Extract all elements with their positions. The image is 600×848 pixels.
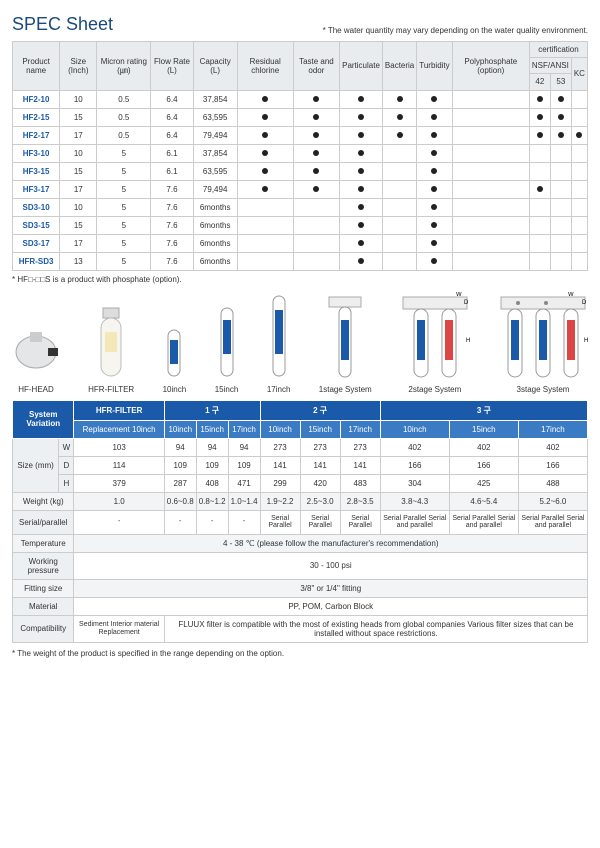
svg-text:D: D <box>582 300 587 306</box>
sys-h3: 2 구 <box>260 400 380 420</box>
col-taste: Taste and odor <box>293 42 339 91</box>
col-capacity: Capacity (L) <box>193 42 237 91</box>
svg-text:W: W <box>568 292 574 298</box>
product-name: HF2-10 <box>13 90 60 108</box>
weight-note: * The weight of the product is specified… <box>12 649 588 658</box>
product-name: SD3-10 <box>13 198 60 216</box>
col-53: 53 <box>550 74 571 90</box>
product-name: HF3-17 <box>13 180 60 198</box>
row-comp: Compatibility <box>13 615 74 642</box>
system-table: System Variation HFR-FILTER 1 구 2 구 3 구 … <box>12 400 588 643</box>
col-poly: Polyphosphate (option) <box>452 42 529 91</box>
row-weight: Weight (kg) <box>13 492 74 510</box>
col-cert: certification <box>529 42 587 58</box>
col-chlorine: Residual chlorine <box>237 42 293 91</box>
row-fit: Fitting size <box>13 579 74 597</box>
plabel: 2stage System <box>408 385 461 394</box>
row-mat: Material <box>13 597 74 615</box>
col-42: 42 <box>529 74 550 90</box>
svg-text:D: D <box>464 300 469 306</box>
plabel: 1stage System <box>319 385 372 394</box>
plabel: 3stage System <box>517 385 570 394</box>
page-title: SPEC Sheet <box>12 14 113 35</box>
row-size: Size (mm) <box>13 438 59 492</box>
col-bacteria: Bacteria <box>382 42 416 91</box>
col-product: Product name <box>13 42 60 91</box>
row-press: Working pressure <box>13 552 74 579</box>
sys-rep: Replacement 10inch <box>74 420 164 438</box>
col-nsf: NSF/ANSI <box>529 58 571 74</box>
product-name: HF3-10 <box>13 144 60 162</box>
sys-h1: HFR-FILTER <box>74 400 164 420</box>
svg-text:H: H <box>466 338 470 344</box>
col-size: Size (Inch) <box>60 42 97 91</box>
plabel: 17inch <box>267 385 291 394</box>
product-name: HF2-17 <box>13 126 60 144</box>
product-name: SD3-15 <box>13 216 60 234</box>
phosphate-note: * HF□-□□S is a product with phosphate (o… <box>12 275 588 284</box>
col-micron: Micron rating (㎛) <box>97 42 151 91</box>
col-particulate: Particulate <box>340 42 383 91</box>
plabel: HFR-FILTER <box>88 385 134 394</box>
product-name: HFR-SD3 <box>13 252 60 270</box>
product-row: HF-HEAD HFR-FILTER 10inch 15inch 17inch … <box>12 292 588 394</box>
sys-h0: System Variation <box>13 400 74 438</box>
plabel: 10inch <box>163 385 187 394</box>
svg-text:W: W <box>456 292 462 298</box>
col-flow: Flow Rate (L) <box>151 42 193 91</box>
plabel: HF-HEAD <box>18 385 54 394</box>
row-temp: Temperature <box>13 534 74 552</box>
sys-h4: 3 구 <box>380 400 587 420</box>
col-kc: KC <box>571 58 587 90</box>
col-turbidity: Turbidity <box>417 42 452 91</box>
svg-text:H: H <box>584 338 588 344</box>
plabel: 15inch <box>215 385 239 394</box>
spec-table: Product name Size (Inch) Micron rating (… <box>12 41 588 271</box>
product-name: HF3-15 <box>13 162 60 180</box>
product-name: SD3-17 <box>13 234 60 252</box>
row-sp: Serial/parallel <box>13 510 74 534</box>
top-note: * The water quantity may vary depending … <box>323 26 588 35</box>
sys-h2: 1 구 <box>164 400 260 420</box>
product-name: HF2-15 <box>13 108 60 126</box>
